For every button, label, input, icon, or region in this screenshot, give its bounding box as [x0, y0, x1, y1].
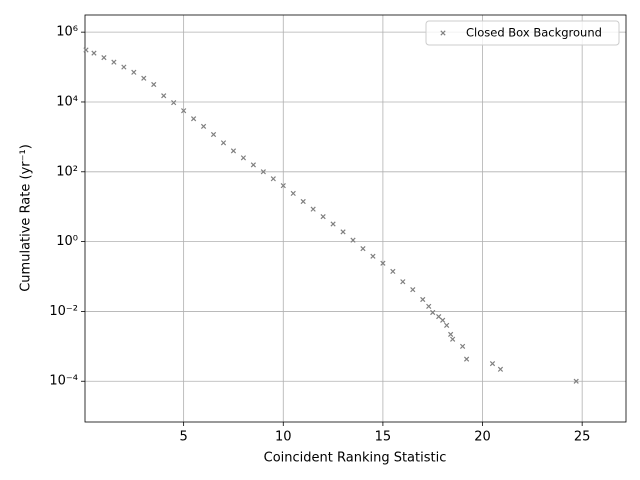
- data-point: [310, 206, 316, 212]
- data-point: [360, 245, 366, 252]
- x-axis-label: Coincident Ranking Statistic: [264, 451, 447, 466]
- data-point: [350, 237, 356, 243]
- data-point: [450, 336, 456, 342]
- data-point: [420, 296, 426, 303]
- x-tick-label: 20: [474, 430, 491, 445]
- plot-frame: [84, 14, 627, 423]
- data-point: [141, 75, 147, 81]
- data-point: [280, 183, 286, 189]
- data-point: [290, 190, 296, 197]
- x-tick-label: 15: [375, 430, 392, 445]
- data-point: [83, 47, 89, 53]
- data-point: [390, 268, 396, 275]
- legend-box: [425, 20, 620, 46]
- data-point: [190, 116, 197, 122]
- y-tick-label: 10²: [56, 164, 78, 179]
- data-point: [300, 198, 306, 205]
- data-point: [181, 108, 187, 114]
- x-tick-label: 10: [275, 430, 292, 445]
- data-point: [489, 360, 496, 367]
- data-point: [200, 123, 207, 129]
- data-point: [270, 176, 276, 182]
- data-point: [410, 287, 416, 293]
- data-point: [121, 64, 127, 70]
- data-point: [131, 69, 137, 75]
- legend-marker: [440, 30, 446, 36]
- data-point: [210, 131, 217, 138]
- data-point: [101, 55, 107, 61]
- data-point: [340, 229, 346, 235]
- data-point: [497, 366, 504, 372]
- data-point: [436, 313, 442, 320]
- legend-label: Closed Box Background: [466, 26, 602, 40]
- data-point: [573, 378, 579, 384]
- y-tick-label: 10⁻²: [49, 304, 78, 319]
- data-point: [370, 253, 376, 259]
- y-tick-label: 10⁻⁴: [49, 374, 78, 389]
- y-axis-label: Cumulative Rate (yr⁻¹): [19, 144, 34, 292]
- data-point: [459, 343, 466, 349]
- y-tick-label: 10⁴: [56, 94, 78, 109]
- data-point: [171, 100, 177, 106]
- data-point: [250, 162, 257, 168]
- data-point: [380, 260, 386, 266]
- data-point: [260, 169, 266, 175]
- data-point: [111, 59, 117, 65]
- y-tick-label: 10⁰: [56, 234, 78, 249]
- data-point: [330, 221, 336, 227]
- data-point: [220, 140, 227, 146]
- x-tick-label: 5: [179, 430, 187, 445]
- data-point: [440, 317, 446, 323]
- data-point: [448, 331, 454, 338]
- x-tick-label: 25: [574, 430, 591, 445]
- data-point: [151, 81, 157, 88]
- data-point: [320, 213, 326, 220]
- data-point: [161, 93, 167, 99]
- y-tick-label: 10⁶: [56, 25, 78, 40]
- data-point: [463, 356, 470, 362]
- data-point: [400, 279, 406, 285]
- data-point: [430, 309, 436, 316]
- data-point: [91, 50, 97, 56]
- data-point: [230, 148, 237, 154]
- data-point: [444, 322, 450, 328]
- data-point: [240, 155, 247, 161]
- data-point: [426, 303, 432, 309]
